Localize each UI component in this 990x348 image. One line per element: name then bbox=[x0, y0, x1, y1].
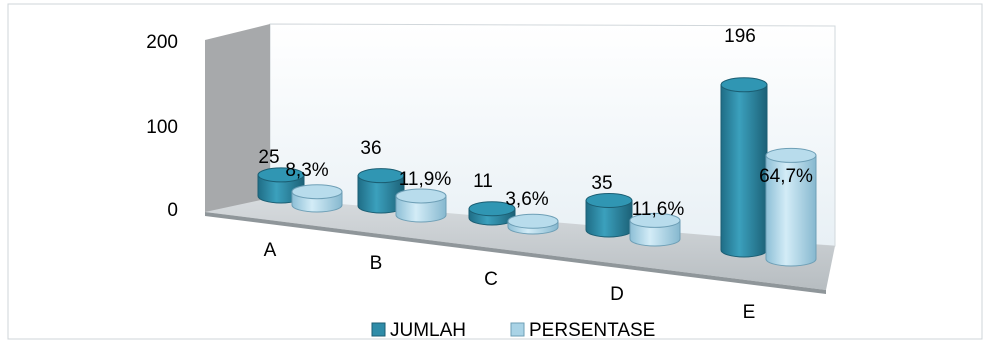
left-wall bbox=[205, 24, 270, 212]
data-label-persentase: 8,3% bbox=[285, 160, 328, 181]
data-label-persentase: 3,6% bbox=[505, 189, 548, 210]
data-label-jumlah: 36 bbox=[360, 138, 381, 159]
bar-jumlah bbox=[357, 168, 405, 214]
data-label-jumlah: 196 bbox=[724, 26, 756, 47]
bar-persentase bbox=[629, 212, 681, 247]
bar-persentase bbox=[507, 213, 559, 235]
y-tick-label: 200 bbox=[146, 32, 178, 53]
data-label-jumlah: 25 bbox=[258, 147, 279, 168]
legend-item: JUMLAH bbox=[371, 320, 466, 341]
bar-persentase bbox=[765, 147, 817, 267]
bar-persentase bbox=[291, 184, 343, 213]
legend-label: PERSENTASE bbox=[529, 320, 655, 341]
bar-persentase bbox=[395, 188, 447, 223]
floor-edge bbox=[205, 212, 826, 294]
data-label-persentase: 11,9% bbox=[399, 169, 452, 190]
legend-label: JUMLAH bbox=[390, 320, 466, 341]
bars bbox=[257, 77, 817, 267]
legend: JUMLAH PERSENTASE bbox=[371, 320, 655, 341]
floor bbox=[205, 198, 835, 290]
x-tick-label: D bbox=[610, 284, 624, 305]
data-labels: 25 8,3% 36 11,9% 11 3,6% 35 11,6% 196 64,7% bbox=[258, 26, 813, 220]
data-label-jumlah: 11 bbox=[473, 171, 493, 192]
x-tick-label: A bbox=[264, 240, 277, 261]
bar-jumlah bbox=[720, 77, 768, 258]
x-tick-label: C bbox=[484, 269, 498, 290]
legend-item: PERSENTASE bbox=[510, 320, 655, 341]
bar-jumlah bbox=[585, 193, 633, 238]
x-tick-label: E bbox=[743, 302, 756, 323]
y-axis: 0 100 200 bbox=[146, 32, 178, 221]
data-label-persentase: 11,6% bbox=[632, 199, 685, 220]
y-tick-label: 0 bbox=[167, 200, 178, 221]
x-tick-label: B bbox=[370, 253, 383, 274]
legend-swatch bbox=[510, 322, 525, 337]
data-label-jumlah: 35 bbox=[591, 173, 612, 194]
legend-swatch bbox=[371, 322, 386, 337]
data-label-persentase: 64,7% bbox=[759, 166, 813, 187]
chart-frame bbox=[7, 3, 983, 340]
x-axis: A B C D E bbox=[264, 240, 756, 323]
y-tick-label: 100 bbox=[146, 117, 178, 138]
